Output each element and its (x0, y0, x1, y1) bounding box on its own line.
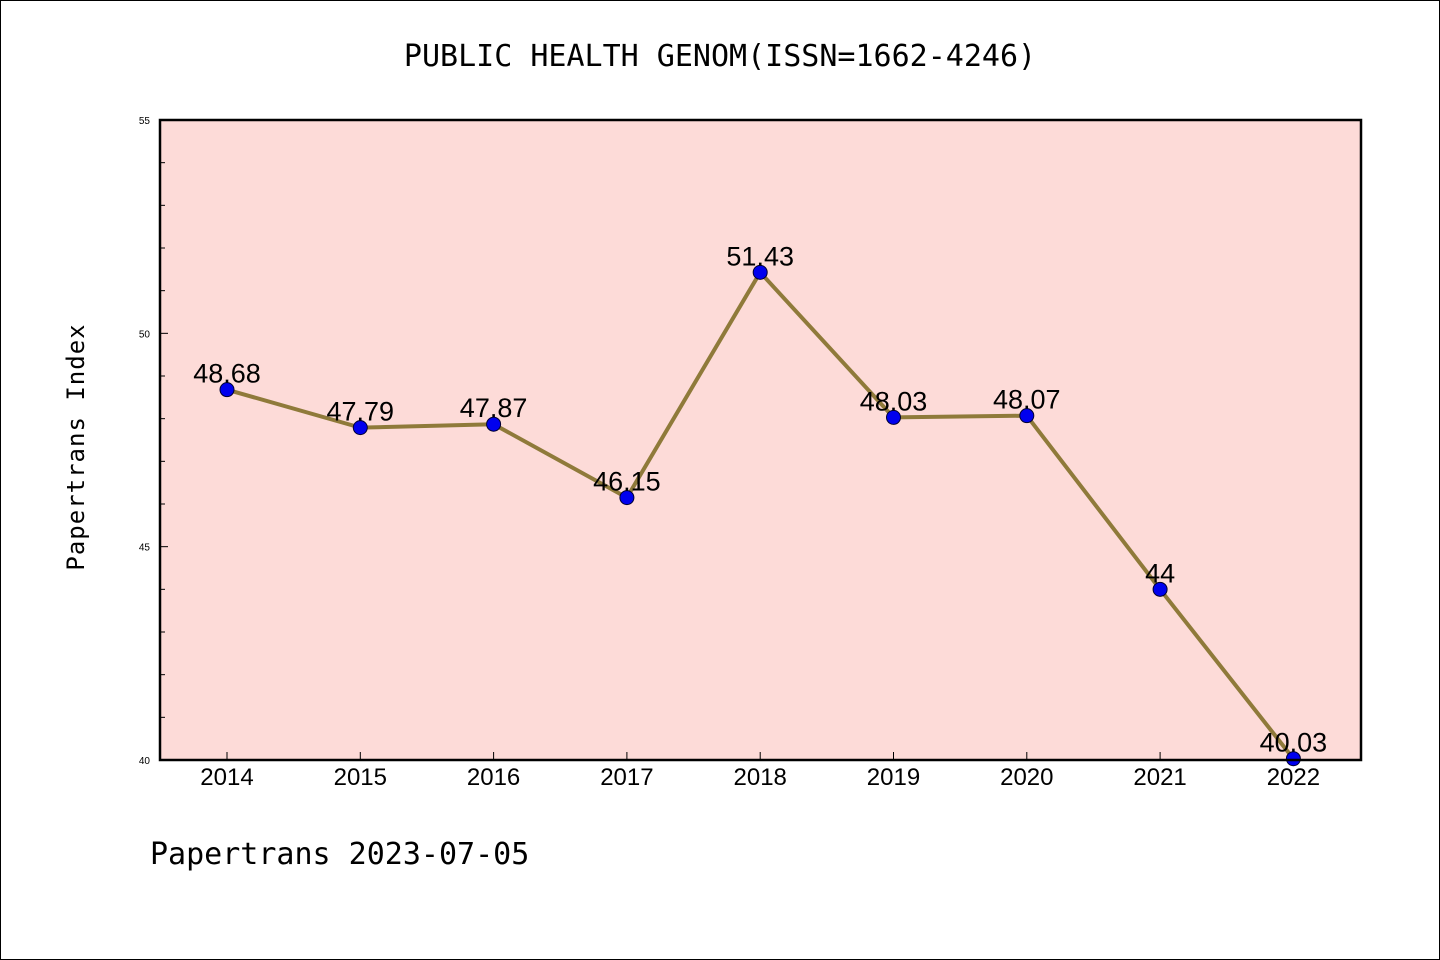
plot-area (160, 120, 1361, 760)
data-label: 40.03 (1260, 728, 1328, 758)
x-tick-label: 2014 (200, 764, 253, 791)
data-label: 46.15 (593, 467, 661, 497)
plot-border (158, 118, 1363, 762)
x-axis-ticks: 2014 2015 2016 2017 2018 2019 2020 2021 2022 (200, 752, 1320, 791)
data-point (752, 264, 768, 280)
data-label: 44 (1145, 558, 1175, 588)
data-point (219, 382, 235, 398)
data-label: 47.79 (327, 397, 395, 427)
data-point (619, 490, 635, 506)
data-label: 48.07 (993, 385, 1061, 415)
x-tick-label: 2016 (467, 764, 520, 791)
y-tick-label: 50 (139, 329, 151, 340)
data-labels: 48.68 47.79 47.87 46.15 51.43 48.03 48.07 44 40.… (193, 241, 1327, 757)
data-point (486, 416, 502, 432)
data-point (1285, 751, 1301, 767)
data-point (1019, 408, 1035, 424)
x-tick-label: 2022 (1267, 764, 1320, 791)
data-point (1152, 581, 1168, 597)
data-label: 48.68 (193, 359, 261, 389)
y-axis-label: Papertrans Index (62, 323, 90, 570)
data-markers (219, 264, 1301, 767)
x-tick-label: 2019 (867, 764, 920, 791)
y-tick-label: 45 (139, 543, 151, 554)
data-point (886, 409, 901, 425)
y-tick-label: 55 (139, 116, 151, 127)
y-tick-label: 40 (139, 756, 151, 767)
chart-title: PUBLIC HEALTH GENOM(ISSN=1662-4246) (404, 39, 1036, 74)
x-tick-label: 2021 (1133, 764, 1186, 791)
data-label: 51.43 (726, 241, 794, 271)
x-tick-label: 2018 (734, 764, 787, 791)
data-label: 47.87 (460, 393, 528, 423)
x-tick-label: 2017 (600, 764, 653, 791)
data-point (352, 420, 368, 436)
data-label: 48.03 (860, 386, 928, 416)
x-tick-label: 2020 (1000, 764, 1053, 791)
x-tick-label: 2015 (334, 764, 387, 791)
footer-text: Papertrans 2023-07-05 (150, 837, 529, 872)
